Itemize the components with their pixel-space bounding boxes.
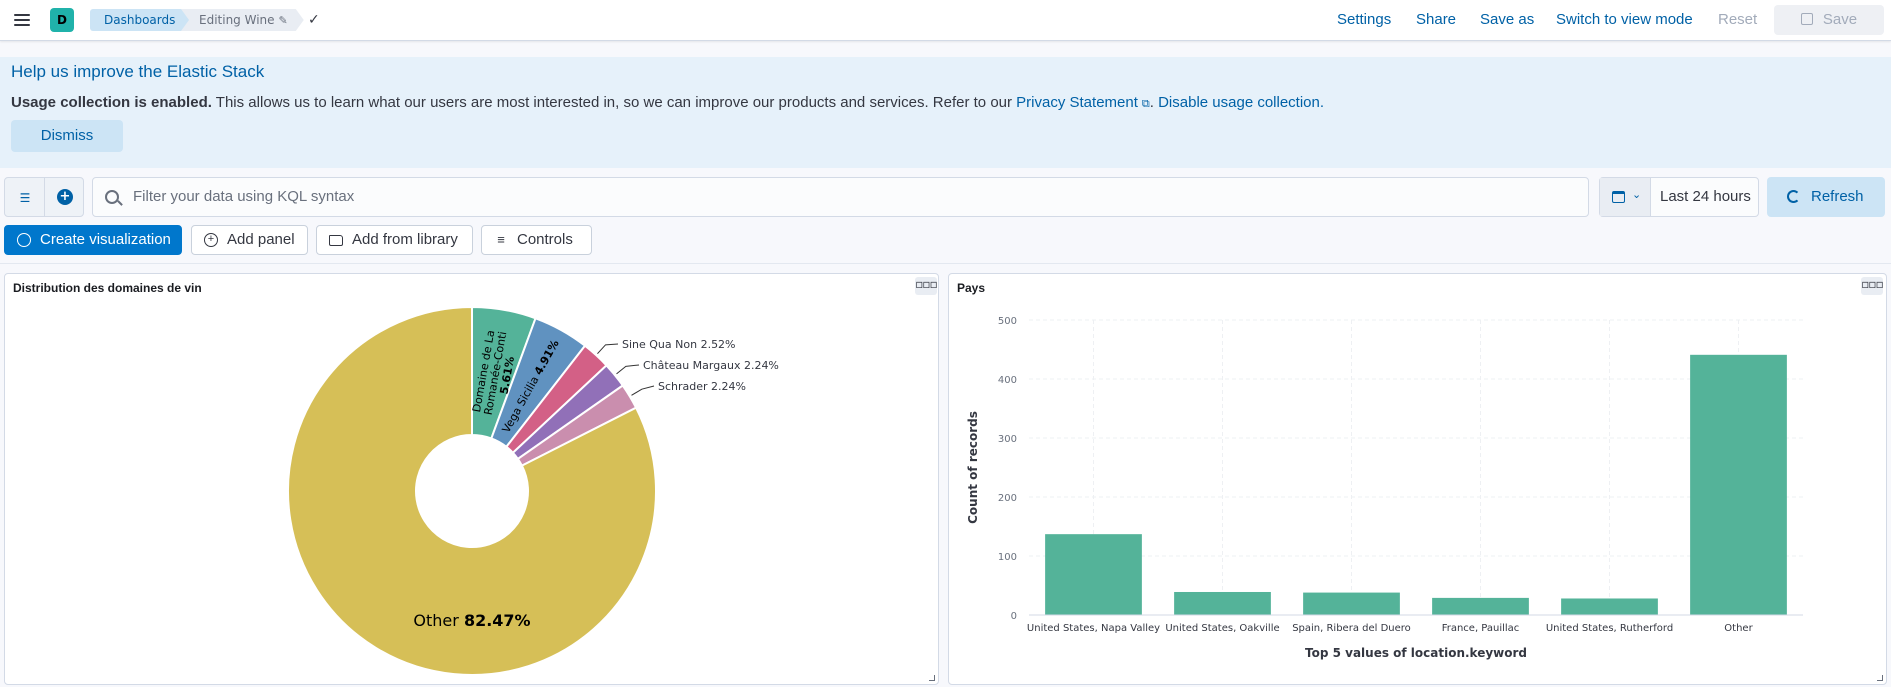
x-tick-label: France, Pauillac	[1442, 623, 1520, 634]
add-panel-button[interactable]: + Add panel	[191, 225, 308, 255]
space-avatar[interactable]: D	[50, 8, 74, 32]
bar[interactable]	[1303, 592, 1400, 615]
pie-outside-label: Sine Qua Non 2.52%	[622, 338, 736, 351]
dismiss-button[interactable]: Dismiss	[11, 120, 123, 152]
bar[interactable]	[1432, 597, 1529, 615]
callout-text: This allows us to learn what our users a…	[211, 94, 1017, 111]
save-label: Save	[1822, 11, 1858, 28]
resize-handle-icon[interactable]	[1877, 675, 1883, 681]
add-from-library-label: Add from library	[352, 231, 458, 248]
save-icon	[1800, 13, 1813, 25]
settings-link[interactable]: Settings	[1337, 11, 1392, 28]
callout-bold: Usage collection is enabled.	[11, 94, 212, 111]
quick-menu-button[interactable]: ⌄	[1600, 178, 1651, 216]
pie-outside-label: Château Margaux 2.24%	[643, 359, 779, 372]
date-range-label[interactable]: Last 24 hours	[1660, 188, 1751, 205]
sliders-icon: ≡	[497, 232, 505, 247]
refresh-button[interactable]: Refresh	[1767, 177, 1885, 217]
create-visualization-button[interactable]: Create visualization	[4, 225, 182, 255]
date-picker[interactable]: ⌄ Last 24 hours	[1599, 177, 1759, 217]
share-link[interactable]: Share	[1416, 11, 1457, 28]
pie-label-other: Other 82.47%	[413, 611, 530, 630]
pie-outside-label: Schrader 2.24%	[658, 380, 746, 393]
x-tick-label: United States, Napa Valley	[1027, 623, 1160, 634]
filter-button-group: ☰ +	[4, 177, 84, 217]
y-tick-label: 500	[998, 316, 1017, 327]
bar-chart: 0 100 200 300 400 500 United States, Napa Vall…	[966, 316, 1803, 660]
external-link-icon: ⧉	[1141, 98, 1150, 110]
bar[interactable]	[1690, 354, 1787, 615]
y-tick-label: 200	[998, 493, 1017, 504]
plus-circle-icon: +	[204, 233, 218, 247]
bar-panel: Pays ▫▫▫ 0 100 200 300 400 500 United States, …	[948, 273, 1887, 685]
reset-link[interactable]: Reset	[1718, 11, 1758, 28]
pie-slice[interactable]	[287, 305, 657, 676]
y-tick-label: 0	[1011, 611, 1017, 622]
pencil-icon: ✎	[278, 14, 288, 27]
usage-callout	[0, 57, 1891, 168]
privacy-statement-link[interactable]: Privacy Statement ⧉	[1016, 94, 1150, 111]
x-tick-label: Other	[1724, 623, 1753, 634]
filter-icon[interactable]: ☰	[19, 191, 31, 205]
filter-divider	[44, 178, 45, 216]
callout-body: Usage collection is enabled. This allows…	[11, 94, 1324, 111]
y-tick-label: 400	[998, 375, 1017, 386]
bar[interactable]	[1561, 598, 1658, 615]
bar-panel-title: Pays	[957, 281, 986, 295]
panel-options-icon[interactable]: ▫▫▫	[1861, 277, 1884, 295]
breadcrumb-current-label: Editing Wine	[199, 13, 275, 27]
pie-leader-line	[631, 385, 655, 396]
search-placeholder: Filter your data using KQL syntax	[133, 188, 355, 205]
save-as-link[interactable]: Save as	[1480, 11, 1535, 28]
pie-leader-line	[597, 343, 619, 355]
pie-panel: Distribution des domaines de vin ▫▫▫ Dom…	[4, 273, 939, 685]
top-header: D Dashboards Editing Wine ✎ ✓ Settings Sh…	[0, 0, 1891, 41]
save-button[interactable]: Save	[1774, 5, 1884, 35]
pie-leader-line	[616, 364, 640, 375]
switch-view-mode-link[interactable]: Switch to view mode	[1556, 11, 1693, 28]
search-icon	[105, 190, 119, 204]
bar[interactable]	[1045, 534, 1142, 615]
breadcrumb-dashboards[interactable]: Dashboards	[90, 9, 195, 31]
y-tick-label: 300	[998, 434, 1017, 445]
check-icon[interactable]: ✓	[308, 12, 320, 28]
callout-sep: .	[1149, 94, 1159, 111]
calendar-icon	[1612, 191, 1625, 203]
create-visualization-label: Create visualization	[40, 231, 171, 248]
x-tick-label: United States, Rutherford	[1546, 623, 1673, 634]
resize-handle-icon[interactable]	[929, 675, 935, 681]
search-input[interactable]: Filter your data using KQL syntax	[92, 177, 1589, 217]
y-tick-label: 100	[998, 552, 1017, 563]
bar[interactable]	[1174, 591, 1271, 615]
controls-button[interactable]: ≡ Controls	[481, 225, 592, 255]
x-tick-label: Spain, Ribera del Duero	[1292, 623, 1411, 634]
y-axis-title: Count of records	[966, 411, 980, 524]
panel-options-icon[interactable]: ▫▫▫	[915, 277, 938, 295]
add-filter-icon[interactable]: +	[57, 189, 73, 205]
x-tick-label: United States, Oakville	[1165, 623, 1279, 634]
menu-icon[interactable]	[12, 10, 32, 30]
add-panel-label: Add panel	[227, 231, 295, 248]
refresh-label: Refresh	[1811, 188, 1864, 205]
disable-usage-link[interactable]: Disable usage collection.	[1158, 94, 1325, 111]
callout-title: Help us improve the Elastic Stack	[11, 62, 265, 81]
toolbar-divider	[0, 263, 1891, 264]
chevron-down-icon: ⌄	[1632, 188, 1642, 201]
folder-icon	[329, 235, 343, 246]
add-from-library-button[interactable]: Add from library	[316, 225, 473, 255]
pie-panel-title: Distribution des domaines de vin	[13, 281, 202, 295]
visualize-icon	[17, 233, 31, 247]
breadcrumb-current[interactable]: Editing Wine ✎	[181, 9, 304, 31]
privacy-link-text: Privacy Statement	[1016, 94, 1138, 111]
refresh-icon	[1787, 190, 1800, 203]
controls-label: Controls	[517, 231, 573, 248]
x-axis-title: Top 5 values of location.keyword	[1305, 646, 1527, 660]
